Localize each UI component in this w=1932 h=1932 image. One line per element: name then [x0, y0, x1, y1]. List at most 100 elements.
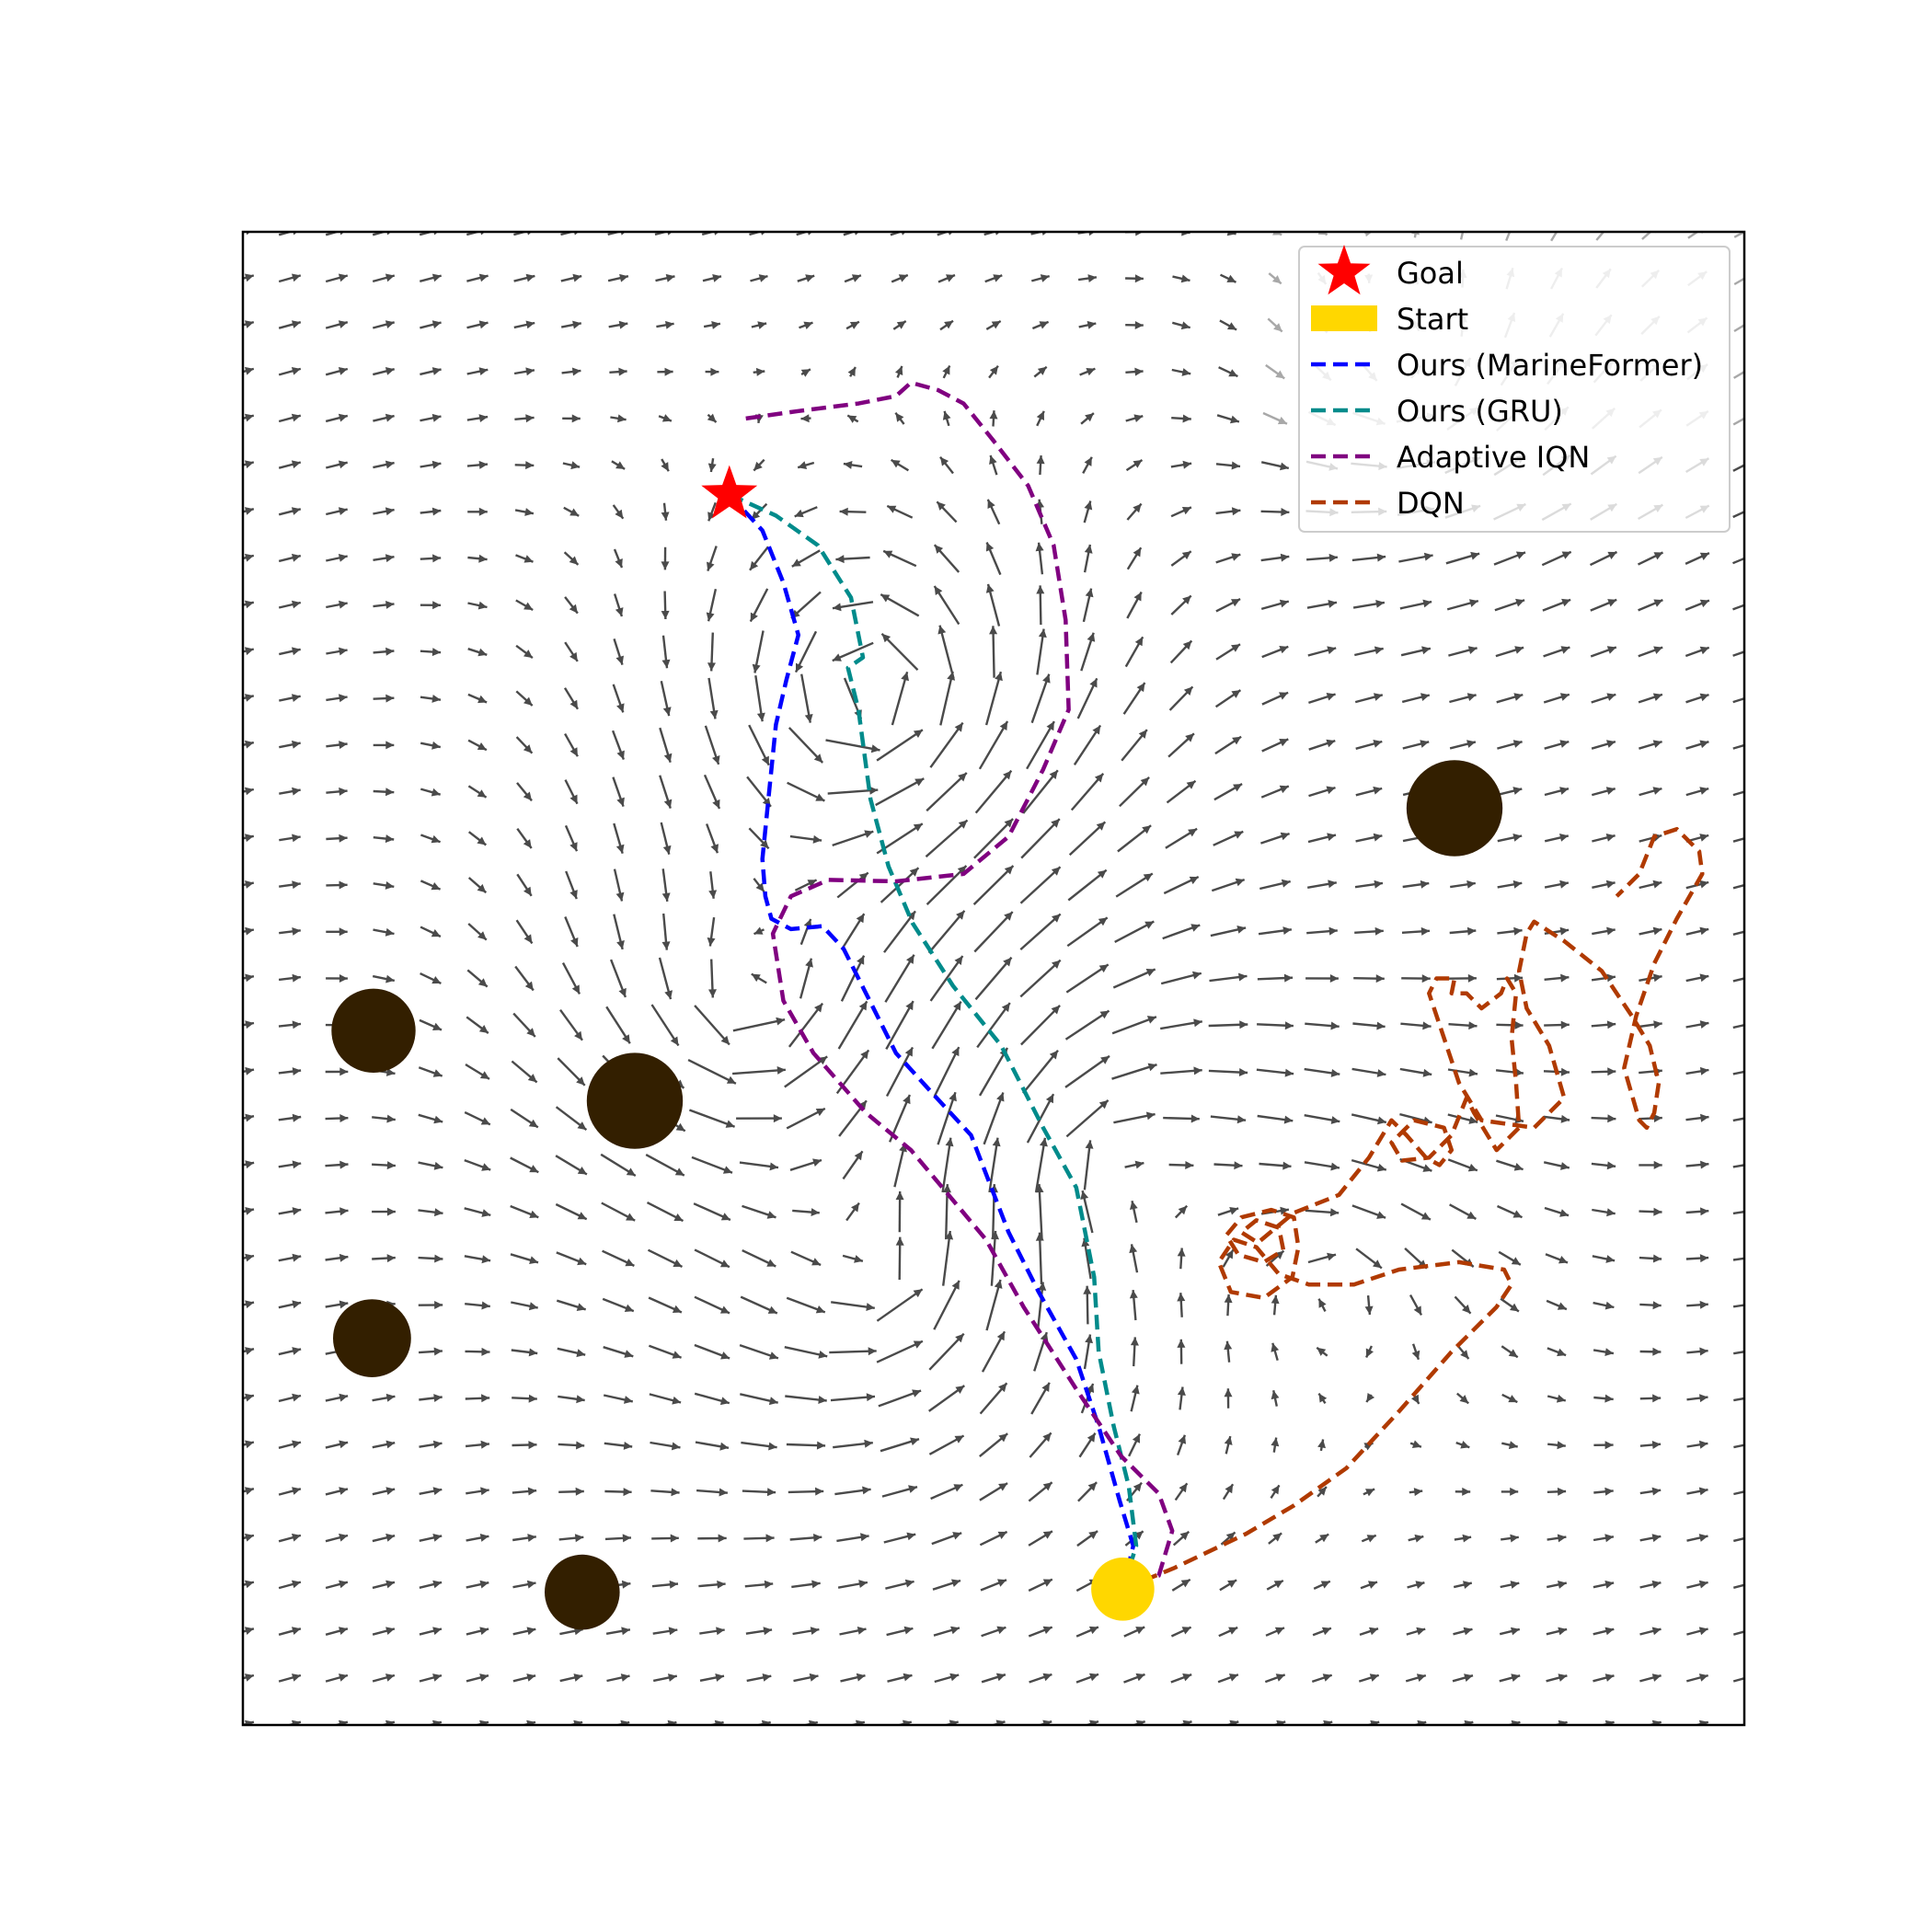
flow-arrow — [325, 413, 349, 423]
flow-arrow — [1082, 588, 1094, 623]
flow-arrow — [1401, 926, 1431, 936]
flow-arrow — [512, 1580, 536, 1589]
flow-arrow — [1257, 973, 1294, 983]
flow-arrow — [800, 673, 813, 723]
flow-arrow — [420, 648, 442, 657]
flow-arrow — [278, 1393, 302, 1403]
flow-arrow — [732, 1066, 786, 1075]
flow-arrow — [1035, 542, 1044, 575]
flow-arrow — [420, 834, 442, 844]
flow-arrow — [419, 273, 443, 282]
flow-arrow — [1732, 604, 1744, 611]
flow-arrow — [1034, 1137, 1048, 1193]
flow-arrow — [1732, 930, 1744, 936]
flow-arrow — [1265, 363, 1285, 380]
flow-arrow — [797, 461, 815, 469]
flow-arrow — [800, 368, 811, 377]
flow-arrow — [1409, 1294, 1423, 1316]
flow-arrow — [1547, 1487, 1567, 1496]
flow-arrow — [837, 1580, 868, 1589]
flow-arrow — [602, 1297, 635, 1313]
flow-arrow — [694, 1248, 730, 1269]
flow-arrow — [1121, 729, 1148, 762]
flow-arrow — [659, 775, 673, 809]
flow-arrow — [372, 1627, 396, 1636]
flow-arrow — [1447, 1113, 1478, 1124]
flow-arrow — [697, 1534, 727, 1543]
flow-arrow — [1686, 1534, 1708, 1542]
flow-arrow — [1081, 1237, 1092, 1280]
flow-arrow — [1685, 973, 1709, 983]
flow-arrow — [372, 1580, 396, 1590]
flow-arrow — [749, 588, 769, 623]
flow-arrow — [243, 1393, 255, 1402]
flow-arrow — [1317, 1392, 1328, 1405]
flow-arrow — [243, 880, 255, 889]
flow-arrow — [656, 320, 674, 329]
flow-arrow — [1259, 879, 1291, 891]
flow-arrow — [1355, 833, 1383, 843]
flow-arrow — [1547, 1394, 1567, 1403]
flow-arrow — [278, 1347, 302, 1356]
flow-arrow — [243, 740, 255, 749]
flow-arrow — [1083, 1140, 1094, 1190]
flow-arrow — [708, 959, 717, 998]
flow-arrow — [325, 1207, 349, 1216]
flow-arrow — [1160, 1066, 1202, 1075]
flow-arrow — [1593, 1487, 1614, 1496]
flow-arrow — [1685, 1254, 1709, 1263]
flow-arrow — [707, 1719, 724, 1725]
flow-arrow — [1028, 1578, 1053, 1593]
flow-arrow — [930, 1483, 963, 1501]
flow-arrow — [1036, 1719, 1052, 1725]
obstacle-2 — [331, 988, 416, 1074]
flow-arrow — [1732, 650, 1744, 657]
flow-arrow — [563, 687, 580, 710]
flow-arrow — [1639, 926, 1662, 936]
flow-arrow — [325, 320, 349, 329]
flow-arrow — [1261, 645, 1289, 659]
flow-arrow — [799, 958, 813, 999]
flow-arrow — [1638, 598, 1663, 612]
flow-arrow — [607, 273, 629, 282]
flow-arrow — [1544, 834, 1570, 843]
flow-arrow — [1351, 1204, 1386, 1219]
flow-arrow — [660, 1719, 677, 1725]
flow-arrow — [1686, 1627, 1708, 1636]
flow-arrow — [515, 736, 534, 754]
legend-key-star-icon — [1317, 245, 1371, 295]
flow-arrow — [1686, 1487, 1708, 1496]
flow-arrow — [1496, 1159, 1524, 1171]
flow-arrow — [661, 635, 671, 669]
flow-arrow — [694, 1295, 730, 1315]
flow-arrow — [613, 548, 624, 569]
flow-arrow — [939, 455, 954, 475]
flow-arrow — [847, 366, 857, 377]
flow-arrow — [1542, 598, 1571, 612]
flow-arrow — [989, 1719, 1006, 1725]
flow-arrow — [751, 972, 767, 984]
flow-arrow — [942, 364, 951, 379]
flow-arrow — [1733, 1397, 1744, 1402]
flow-arrow — [1213, 783, 1243, 801]
flow-arrow — [937, 1091, 957, 1145]
flow-arrow — [609, 959, 627, 998]
flow-arrow — [512, 1487, 537, 1496]
flow-arrow — [565, 870, 578, 900]
flow-arrow — [1177, 1339, 1186, 1364]
flow-arrow — [892, 320, 907, 330]
flow-arrow — [511, 1301, 538, 1311]
flow-arrow — [1260, 553, 1290, 562]
flow-arrow — [1260, 461, 1290, 471]
flow-arrow — [1543, 693, 1570, 704]
flow-arrow — [1591, 1020, 1616, 1029]
flow-arrow — [1064, 1009, 1110, 1041]
flow-arrow — [326, 647, 348, 656]
flow-arrow — [419, 1018, 443, 1031]
flow-arrow — [988, 364, 999, 379]
flow-arrow — [1224, 1388, 1233, 1409]
flow-arrow — [942, 410, 951, 427]
flow-arrow — [1022, 769, 1059, 814]
flow-arrow — [326, 927, 348, 937]
